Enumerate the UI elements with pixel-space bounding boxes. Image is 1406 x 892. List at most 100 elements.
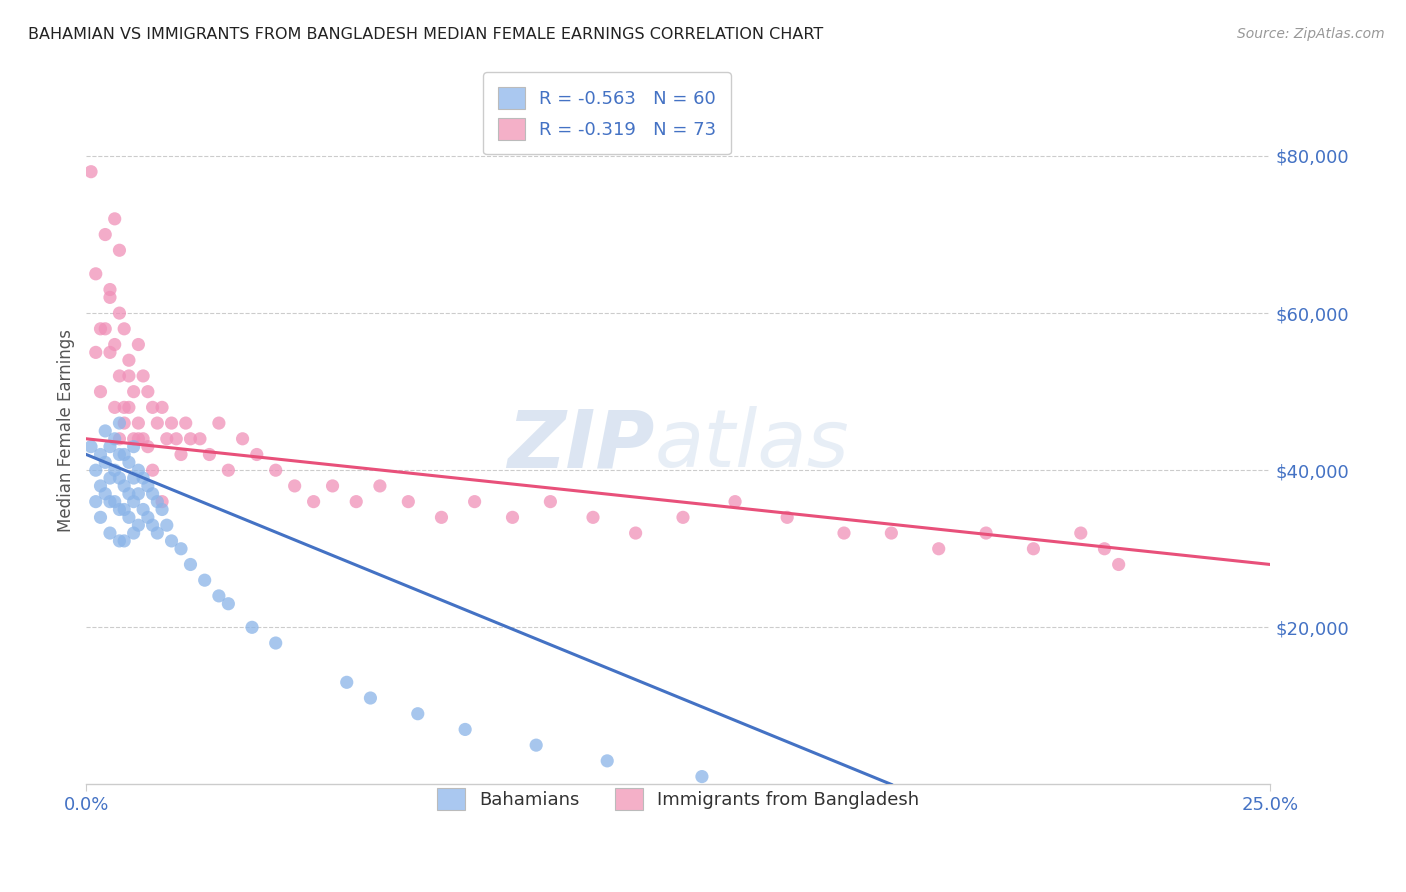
Point <box>118 401 141 415</box>
Point <box>1070 526 1092 541</box>
Point <box>156 518 179 533</box>
Point <box>132 368 155 383</box>
Text: atlas: atlas <box>655 406 849 484</box>
Point <box>264 636 287 650</box>
Point <box>108 368 131 383</box>
Point <box>132 471 155 485</box>
Point <box>84 345 107 359</box>
Point <box>217 597 239 611</box>
Point <box>170 541 193 556</box>
Point <box>112 322 135 336</box>
Point <box>150 502 173 516</box>
Text: BAHAMIAN VS IMMIGRANTS FROM BANGLADESH MEDIAN FEMALE EARNINGS CORRELATION CHART: BAHAMIAN VS IMMIGRANTS FROM BANGLADESH M… <box>28 27 824 42</box>
Point <box>624 526 647 541</box>
Point <box>112 416 135 430</box>
Point <box>724 494 747 508</box>
Point <box>142 463 165 477</box>
Point <box>118 353 141 368</box>
Point <box>165 432 187 446</box>
Point <box>108 306 131 320</box>
Point <box>1108 558 1130 572</box>
Point <box>974 526 997 541</box>
Point <box>80 164 103 178</box>
Point <box>359 691 381 706</box>
Point <box>118 368 141 383</box>
Point <box>127 416 149 430</box>
Point <box>98 345 121 359</box>
Point <box>98 440 121 454</box>
Point <box>502 510 524 524</box>
Point <box>208 589 231 603</box>
Point <box>322 479 344 493</box>
Point <box>112 448 135 462</box>
Point <box>136 384 159 399</box>
Point <box>344 494 367 508</box>
Point <box>336 675 359 690</box>
Point <box>150 401 173 415</box>
Point <box>160 416 183 430</box>
Point <box>142 518 165 533</box>
Point <box>84 267 107 281</box>
Point <box>89 479 111 493</box>
Point <box>396 494 419 508</box>
Point <box>170 448 193 462</box>
Point <box>89 322 111 336</box>
Point <box>104 337 127 351</box>
Point <box>146 416 169 430</box>
Point <box>142 487 165 501</box>
Point <box>122 432 145 446</box>
Point <box>142 401 165 415</box>
Point <box>690 770 713 784</box>
Point <box>84 463 107 477</box>
Point <box>104 401 127 415</box>
Point <box>127 337 149 351</box>
Point <box>179 558 201 572</box>
Point <box>672 510 695 524</box>
Point <box>194 573 217 587</box>
Point <box>146 494 169 508</box>
Point <box>217 463 239 477</box>
Point <box>122 471 145 485</box>
Point <box>122 384 145 399</box>
Point <box>156 432 179 446</box>
Text: Source: ZipAtlas.com: Source: ZipAtlas.com <box>1237 27 1385 41</box>
Point <box>98 283 121 297</box>
Point <box>524 738 547 752</box>
Point <box>776 510 799 524</box>
Point <box>98 471 121 485</box>
Point <box>94 322 117 336</box>
Point <box>406 706 429 721</box>
Point <box>98 290 121 304</box>
Point <box>94 455 117 469</box>
Point <box>112 479 135 493</box>
Point <box>136 440 159 454</box>
Point <box>118 487 141 501</box>
Point <box>122 494 145 508</box>
Point <box>246 448 269 462</box>
Point <box>188 432 211 446</box>
Point <box>104 211 127 226</box>
Text: ZIP: ZIP <box>508 406 655 484</box>
Point <box>928 541 950 556</box>
Point <box>112 533 135 548</box>
Point <box>208 416 231 430</box>
Point <box>98 494 121 508</box>
Point <box>108 533 131 548</box>
Legend: Bahamians, Immigrants from Bangladesh: Bahamians, Immigrants from Bangladesh <box>423 774 934 825</box>
Point <box>232 432 254 446</box>
Point <box>89 448 111 462</box>
Point <box>89 384 111 399</box>
Point <box>104 432 127 446</box>
Point <box>132 432 155 446</box>
Point <box>122 526 145 541</box>
Point <box>582 510 605 524</box>
Point <box>89 510 111 524</box>
Point <box>104 494 127 508</box>
Point <box>127 463 149 477</box>
Point <box>136 479 159 493</box>
Point <box>832 526 855 541</box>
Point <box>430 510 453 524</box>
Point <box>80 440 103 454</box>
Point <box>108 471 131 485</box>
Point <box>84 494 107 508</box>
